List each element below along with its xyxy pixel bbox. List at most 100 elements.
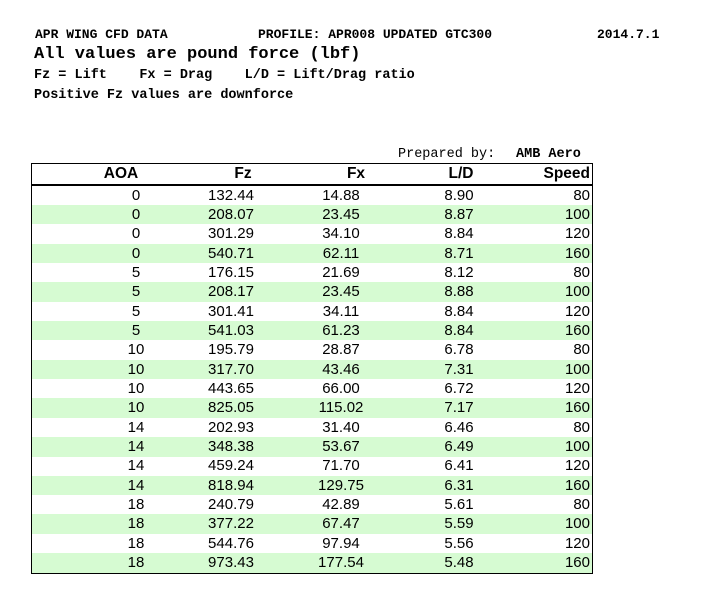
table-cell: 8.84 <box>444 225 474 243</box>
table-cell: 34.10 <box>322 225 360 243</box>
table-cell: 14 <box>127 418 145 436</box>
table-cell: 6.46 <box>444 418 474 436</box>
table-row: 14 459.24 71.70 6.41 120 <box>32 456 592 476</box>
prepared-name: AMB Aero <box>516 147 581 162</box>
table-row: 18 544.76 97.94 5.56 120 <box>32 534 592 554</box>
table-row: 10 443.65 66.00 6.72 120 <box>32 379 592 399</box>
table-cell: 8.84 <box>444 321 474 339</box>
table-cell: 544.76 <box>208 534 254 552</box>
table-cell: 34.11 <box>322 302 360 320</box>
table-cell: 6.31 <box>444 476 474 494</box>
table-cell: 10 <box>127 341 145 359</box>
table-cell: 18 <box>127 496 145 514</box>
table-cell: 100 <box>564 205 590 223</box>
table-cell: 160 <box>564 399 590 417</box>
table-cell: 80 <box>573 341 590 359</box>
table-cell: 160 <box>564 321 590 339</box>
table-row: 5 208.17 23.45 8.88 100 <box>32 282 592 302</box>
table-cell: 317.70 <box>208 360 254 378</box>
table-cell: 540.71 <box>208 244 254 262</box>
table-cell: 31.40 <box>322 418 360 436</box>
table-cell: 208.07 <box>208 205 254 223</box>
table-cell: 348.38 <box>208 438 254 456</box>
table-row: 0 132.44 14.88 8.90 80 <box>32 186 592 206</box>
table-cell: 8.90 <box>444 186 474 204</box>
table-cell: 100 <box>564 283 590 301</box>
column-header: Fx <box>346 165 366 182</box>
table-cell: 21.69 <box>322 263 360 281</box>
table-row: 10 317.70 43.46 7.31 100 <box>32 359 592 380</box>
profile: PROFILE: APR008 UPDATED GTC300 <box>258 27 493 42</box>
table-cell: 80 <box>573 263 590 281</box>
table-row: 0 540.71 62.11 8.71 160 <box>32 243 592 264</box>
table-cell: 42.89 <box>322 496 360 514</box>
table-cell: 8.88 <box>444 283 474 301</box>
header-rule <box>32 184 592 186</box>
table-cell: 80 <box>573 186 590 204</box>
table-cell: 5.48 <box>444 554 474 572</box>
table-cell: 177.54 <box>318 554 364 572</box>
table-cell: 5 <box>131 302 141 320</box>
table-cell: 18 <box>127 554 145 572</box>
table-cell: 120 <box>564 457 590 475</box>
table-row: 14 818.94 129.75 6.31 160 <box>32 475 592 496</box>
table-cell: 23.45 <box>322 205 360 223</box>
prepared-label: Prepared by: <box>398 147 496 162</box>
table-cell: 818.94 <box>208 476 254 494</box>
table-cell: 120 <box>564 302 590 320</box>
table-cell: 301.29 <box>208 225 254 243</box>
table-row: 18 240.79 42.89 5.61 80 <box>32 495 592 515</box>
table-cell: 120 <box>564 225 590 243</box>
table-cell: 240.79 <box>208 496 254 514</box>
table-row: 10 825.05 115.02 7.17 160 <box>32 398 592 418</box>
column-header: AOA <box>103 165 139 182</box>
table-cell: 53.67 <box>322 438 360 456</box>
table-cell: 8.87 <box>444 205 474 223</box>
table-cell: 43.46 <box>322 360 360 378</box>
table-cell: 160 <box>564 244 590 262</box>
table-cell: 129.75 <box>318 476 364 494</box>
table-cell: 14 <box>127 457 145 475</box>
table-cell: 0 <box>131 205 141 223</box>
table-cell: 6.49 <box>444 438 474 456</box>
table-cell: 459.24 <box>208 457 254 475</box>
table-cell: 0 <box>131 225 141 243</box>
table-cell: 6.41 <box>444 457 474 475</box>
table-cell: 5 <box>131 263 141 281</box>
table-cell: 10 <box>127 360 145 378</box>
legend: Fz = Lift Fx = Drag L/D = Lift/Drag rati… <box>34 68 415 83</box>
table-cell: 8.84 <box>444 302 474 320</box>
title: APR WING CFD DATA <box>35 27 168 42</box>
table-cell: 132.44 <box>208 186 254 204</box>
units: All values are pound force (lbf) <box>34 45 361 64</box>
table-cell: 80 <box>573 418 590 436</box>
table-cell: 8.12 <box>444 263 474 281</box>
table-cell: 202.93 <box>208 418 254 436</box>
table-cell: 100 <box>564 360 590 378</box>
table-cell: 5.59 <box>444 515 474 533</box>
data-table: AOA Fz Fx L/D Speed 0 132.44 14.88 8.90 80 0 208.07… <box>31 163 593 574</box>
table-cell: 120 <box>564 534 590 552</box>
column-header: Fz <box>234 165 252 182</box>
table-row: 0 301.29 34.10 8.84 120 <box>32 224 592 244</box>
table-cell: 5 <box>131 321 141 339</box>
table-cell: 6.72 <box>444 380 474 397</box>
table-cell: 61.23 <box>322 321 360 339</box>
table-cell: 62.11 <box>322 244 360 262</box>
table-cell: 10 <box>127 380 145 397</box>
table-cell: 66.00 <box>322 380 360 397</box>
table-cell: 14 <box>127 476 145 494</box>
table-row: 18 973.43 177.54 5.48 160 <box>32 553 592 573</box>
table-cell: 28.87 <box>322 341 360 359</box>
table-row: 14 202.93 31.40 6.46 80 <box>32 418 592 438</box>
table-cell: 208.17 <box>208 283 254 301</box>
table-row: 18 377.22 67.47 5.59 100 <box>32 514 592 534</box>
column-header: Speed <box>543 165 590 182</box>
table-cell: 5 <box>131 283 141 301</box>
note: Positive Fz values are downforce <box>34 88 294 103</box>
table-cell: 176.15 <box>208 263 254 281</box>
table-cell: 80 <box>573 496 590 514</box>
table-cell: 115.02 <box>318 399 364 417</box>
table-cell: 973.43 <box>208 554 254 572</box>
